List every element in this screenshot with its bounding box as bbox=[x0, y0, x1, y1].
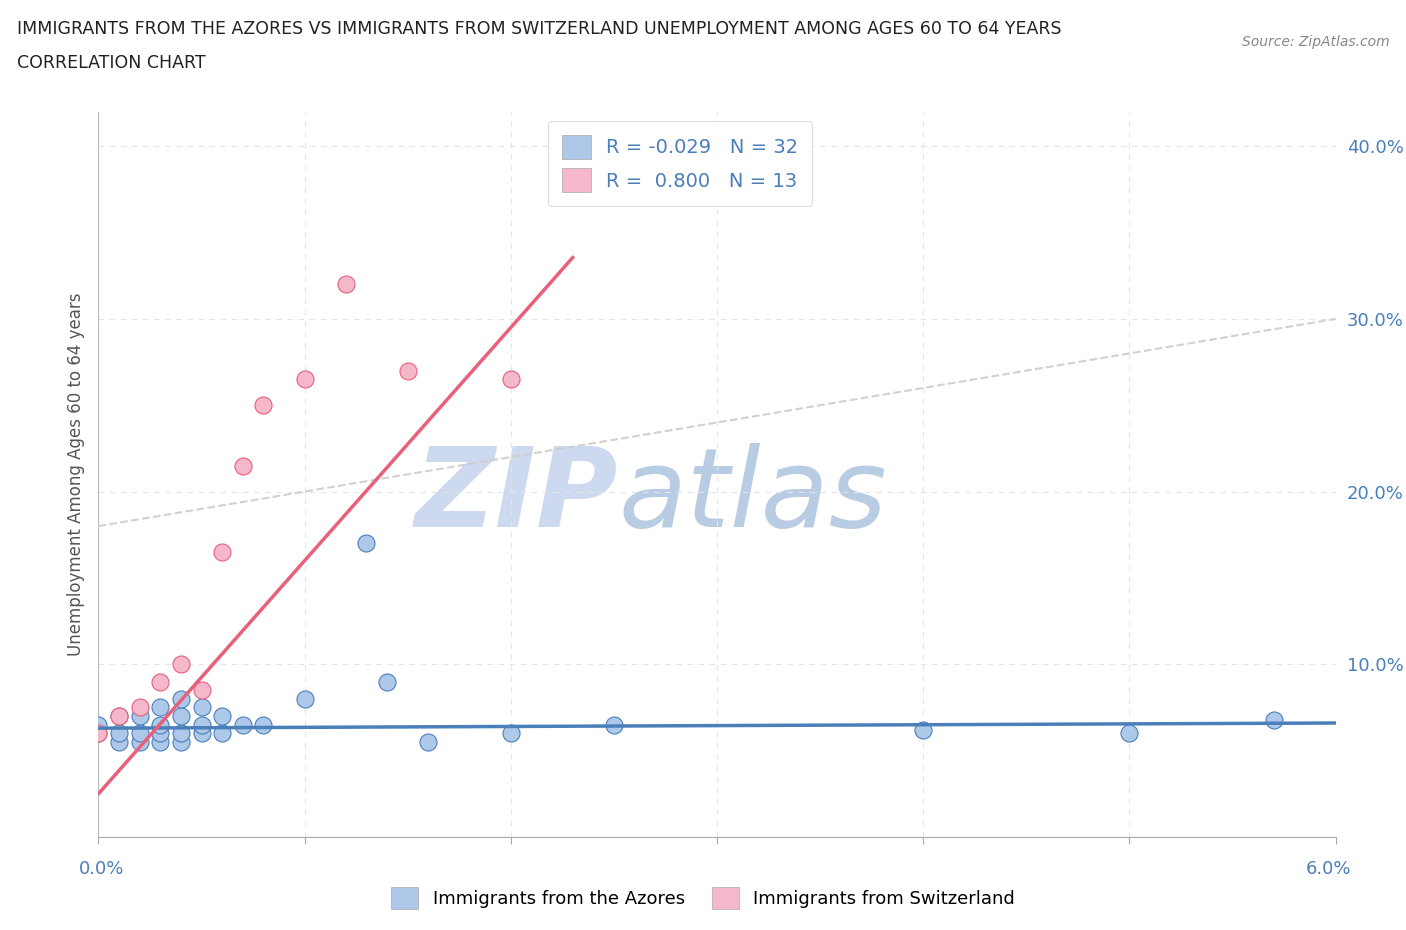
Point bbox=[499, 726, 522, 741]
Point bbox=[170, 657, 193, 671]
Point bbox=[190, 683, 212, 698]
Point bbox=[356, 536, 378, 551]
Point bbox=[170, 735, 193, 750]
Point bbox=[149, 674, 172, 689]
Point bbox=[108, 709, 131, 724]
Point bbox=[87, 726, 110, 741]
Text: 0.0%: 0.0% bbox=[79, 860, 124, 878]
Point bbox=[294, 691, 316, 706]
Point bbox=[190, 700, 212, 715]
Point bbox=[87, 726, 110, 741]
Text: IMMIGRANTS FROM THE AZORES VS IMMIGRANTS FROM SWITZERLAND UNEMPLOYMENT AMONG AGE: IMMIGRANTS FROM THE AZORES VS IMMIGRANTS… bbox=[17, 20, 1062, 38]
Point bbox=[149, 735, 172, 750]
Point bbox=[108, 726, 131, 741]
Point bbox=[1118, 726, 1140, 741]
Y-axis label: Unemployment Among Ages 60 to 64 years: Unemployment Among Ages 60 to 64 years bbox=[66, 293, 84, 656]
Point bbox=[232, 717, 254, 732]
Point bbox=[294, 372, 316, 387]
Point bbox=[418, 735, 440, 750]
Point bbox=[252, 398, 274, 413]
Point bbox=[149, 726, 172, 741]
Point bbox=[1263, 712, 1285, 727]
Point bbox=[211, 726, 233, 741]
Point bbox=[912, 723, 935, 737]
Text: atlas: atlas bbox=[619, 443, 887, 550]
Text: Source: ZipAtlas.com: Source: ZipAtlas.com bbox=[1241, 35, 1389, 49]
Point bbox=[190, 726, 212, 741]
Point bbox=[252, 717, 274, 732]
Point bbox=[128, 726, 150, 741]
Point bbox=[375, 674, 398, 689]
Text: CORRELATION CHART: CORRELATION CHART bbox=[17, 54, 205, 72]
Point bbox=[232, 458, 254, 473]
Point bbox=[108, 709, 131, 724]
Point bbox=[499, 372, 522, 387]
Point bbox=[149, 717, 172, 732]
Point bbox=[128, 735, 150, 750]
Point bbox=[211, 709, 233, 724]
Point bbox=[190, 717, 212, 732]
Legend: Immigrants from the Azores, Immigrants from Switzerland: Immigrants from the Azores, Immigrants f… bbox=[384, 880, 1022, 916]
Point bbox=[396, 364, 419, 379]
Legend: R = -0.029   N = 32, R =  0.800   N = 13: R = -0.029 N = 32, R = 0.800 N = 13 bbox=[548, 121, 813, 206]
Point bbox=[108, 735, 131, 750]
Point bbox=[211, 545, 233, 560]
Text: ZIP: ZIP bbox=[415, 443, 619, 550]
Point bbox=[149, 700, 172, 715]
Point bbox=[170, 726, 193, 741]
Point bbox=[128, 700, 150, 715]
Point bbox=[128, 709, 150, 724]
Point bbox=[335, 277, 357, 292]
Text: 6.0%: 6.0% bbox=[1306, 860, 1351, 878]
Point bbox=[170, 709, 193, 724]
Point bbox=[87, 717, 110, 732]
Point bbox=[170, 691, 193, 706]
Point bbox=[603, 717, 626, 732]
